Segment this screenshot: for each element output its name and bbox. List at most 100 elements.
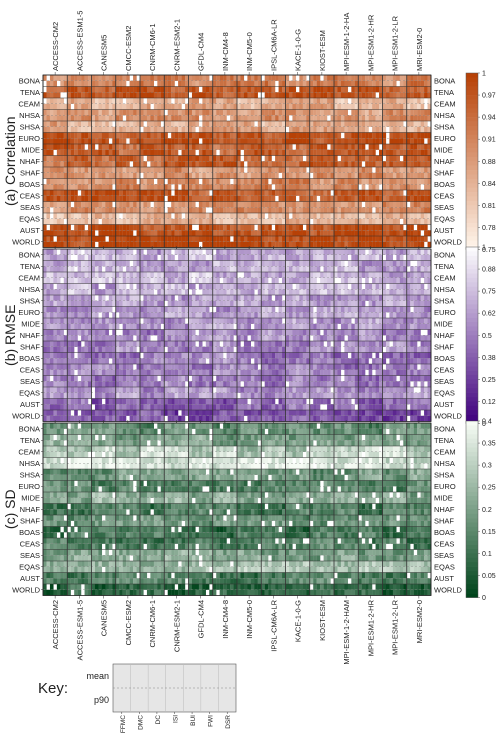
heatmap-cell <box>368 260 373 267</box>
heatmap-cell <box>292 167 297 173</box>
heatmap-cell <box>268 132 272 139</box>
heatmap-cell <box>112 277 116 284</box>
heatmap-cell <box>133 167 137 173</box>
heatmap-cell <box>133 109 137 116</box>
heatmap-cell <box>198 161 203 168</box>
heatmap-cell <box>347 80 352 87</box>
heatmap-cell <box>247 295 251 301</box>
heatmap-cell <box>105 224 109 231</box>
heatmap-cell <box>427 92 432 99</box>
heatmap-cell <box>302 172 307 179</box>
heatmap-cell <box>205 241 210 248</box>
heatmap-cell <box>327 190 331 196</box>
heatmap-cell <box>306 230 310 237</box>
heatmap-cell <box>112 335 116 342</box>
heatmap-cell <box>237 236 241 242</box>
heatmap-cell <box>105 138 109 145</box>
heatmap-cell <box>53 195 57 202</box>
heatmap-cell <box>160 161 165 168</box>
heatmap-cell <box>174 190 179 196</box>
region-label-left: SEAS <box>20 203 40 212</box>
heatmap-cell <box>309 98 314 104</box>
heatmap-cell <box>171 289 175 296</box>
heatmap-cell <box>56 103 61 110</box>
heatmap-cell <box>413 75 418 81</box>
heatmap-cell <box>160 335 165 342</box>
heatmap-cell <box>275 213 279 219</box>
heatmap-cell <box>198 172 203 179</box>
heatmap-cell <box>146 75 151 81</box>
heatmap-cell <box>389 277 394 284</box>
heatmap-cell <box>396 144 400 150</box>
heatmap-cell <box>413 230 418 237</box>
heatmap-cell <box>379 126 383 133</box>
heatmap-cell <box>323 218 328 225</box>
heatmap-cell <box>216 318 220 324</box>
heatmap-cell <box>320 86 324 93</box>
heatmap-cell <box>250 260 255 267</box>
heatmap-cell <box>243 190 248 196</box>
colorbar-tick-label: 1 <box>482 71 486 78</box>
heatmap-cell <box>191 75 196 81</box>
heatmap-cell <box>406 92 411 99</box>
heatmap-cell <box>316 272 321 278</box>
heatmap-cell <box>392 161 397 168</box>
heatmap-cell <box>160 272 165 278</box>
heatmap-cell <box>375 115 380 122</box>
heatmap-cell <box>205 92 210 99</box>
heatmap-cell <box>77 224 82 231</box>
heatmap-cell <box>264 161 269 168</box>
heatmap-cell <box>143 272 148 278</box>
heatmap-cell <box>212 312 217 319</box>
heatmap-cell <box>340 207 345 214</box>
heatmap-cell <box>56 190 61 196</box>
heatmap-cell <box>157 103 161 110</box>
heatmap-cell <box>174 178 179 185</box>
heatmap-cell <box>63 224 68 231</box>
heatmap-cell <box>181 121 186 127</box>
heatmap-cell <box>226 236 231 242</box>
heatmap-cell <box>427 306 432 313</box>
heatmap-cell <box>49 201 54 208</box>
heatmap-cell <box>344 312 348 319</box>
heatmap-cell <box>153 236 158 242</box>
heatmap-cell <box>420 289 425 296</box>
heatmap-cell <box>392 306 397 313</box>
heatmap-cell <box>53 190 57 196</box>
heatmap-cell <box>399 138 404 145</box>
heatmap-cell <box>358 230 362 237</box>
heatmap-cell <box>233 249 238 255</box>
heatmap-cell <box>167 224 172 231</box>
heatmap-cell <box>178 277 182 284</box>
heatmap-cell <box>372 241 376 248</box>
heatmap-cell <box>56 109 61 116</box>
heatmap-cell <box>105 161 109 168</box>
heatmap-cell <box>347 172 352 179</box>
heatmap-cell <box>164 213 168 219</box>
heatmap-cell <box>146 92 151 99</box>
heatmap-cell <box>188 121 193 127</box>
heatmap-cell <box>150 218 154 225</box>
heatmap-cell <box>278 178 283 185</box>
heatmap-cell <box>396 218 400 225</box>
heatmap-cell <box>261 260 265 267</box>
heatmap-cell <box>313 184 317 191</box>
heatmap-cell <box>410 195 414 202</box>
heatmap-cell <box>243 266 248 273</box>
heatmap-cell <box>268 184 272 191</box>
heatmap-cell <box>108 224 113 231</box>
heatmap-cell <box>385 86 390 93</box>
heatmap-cell <box>417 178 421 185</box>
heatmap-cell <box>112 190 116 196</box>
heatmap-cell <box>247 289 251 296</box>
heatmap-cell <box>91 149 96 156</box>
heatmap-cell <box>385 323 390 330</box>
heatmap-cell <box>358 266 362 273</box>
heatmap-cell <box>205 266 210 273</box>
heatmap-cell <box>288 312 293 319</box>
heatmap-cell <box>223 266 227 273</box>
heatmap-cell <box>413 207 418 214</box>
heatmap-cell <box>410 115 414 122</box>
heatmap-cell <box>427 272 432 278</box>
heatmap-cell <box>126 103 130 110</box>
